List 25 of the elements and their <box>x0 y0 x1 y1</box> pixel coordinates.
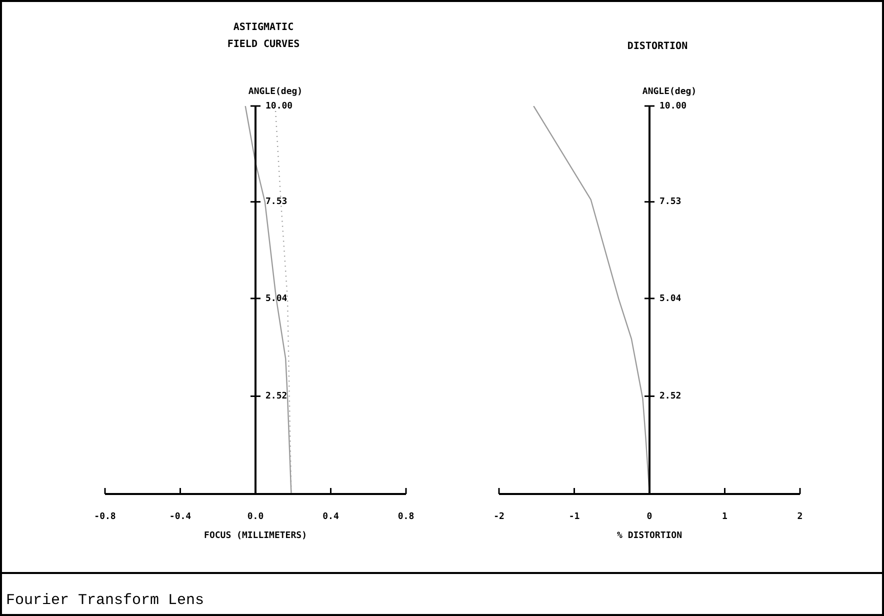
y-tick-label: 2.52 <box>266 392 288 402</box>
y-tick-label: 10.00 <box>660 101 687 112</box>
y-tick-label: 7.53 <box>266 197 288 208</box>
y-tick-label: 5.04 <box>266 294 288 304</box>
x-tick-label: 0.8 <box>398 512 414 522</box>
x-tick-label: 1 <box>722 512 728 522</box>
x-tick-label: -0.4 <box>169 512 192 522</box>
chart-title: ASTIGMATIC FIELD CURVES <box>227 22 300 50</box>
x-tick-label: 0.4 <box>322 512 340 522</box>
x-tick-label: -2 <box>494 512 504 522</box>
x-tick-label: 0.0 <box>247 512 264 522</box>
y-tick-label: 7.53 <box>660 197 682 208</box>
y-tick-label: 10.00 <box>266 101 293 112</box>
y-axis-title: ANGLE(deg) <box>642 87 697 97</box>
x-tick-label: 2 <box>797 512 803 522</box>
x-tick-label: -1 <box>568 512 580 522</box>
x-tick-label: -0.8 <box>94 512 116 522</box>
x-tick-label: 0 <box>646 512 652 522</box>
y-axis-title: ANGLE(deg) <box>248 87 303 97</box>
text: Fourier Transform Lens <box>5 591 206 609</box>
y-tick-label: 5.04 <box>660 294 682 304</box>
chart-title: DISTORTION <box>627 41 688 52</box>
y-tick-label: 2.52 <box>660 392 682 402</box>
x-axis-title: FOCUS (MILLIMETERS) <box>204 531 307 541</box>
x-axis-title: % DISTORTION <box>616 531 682 541</box>
